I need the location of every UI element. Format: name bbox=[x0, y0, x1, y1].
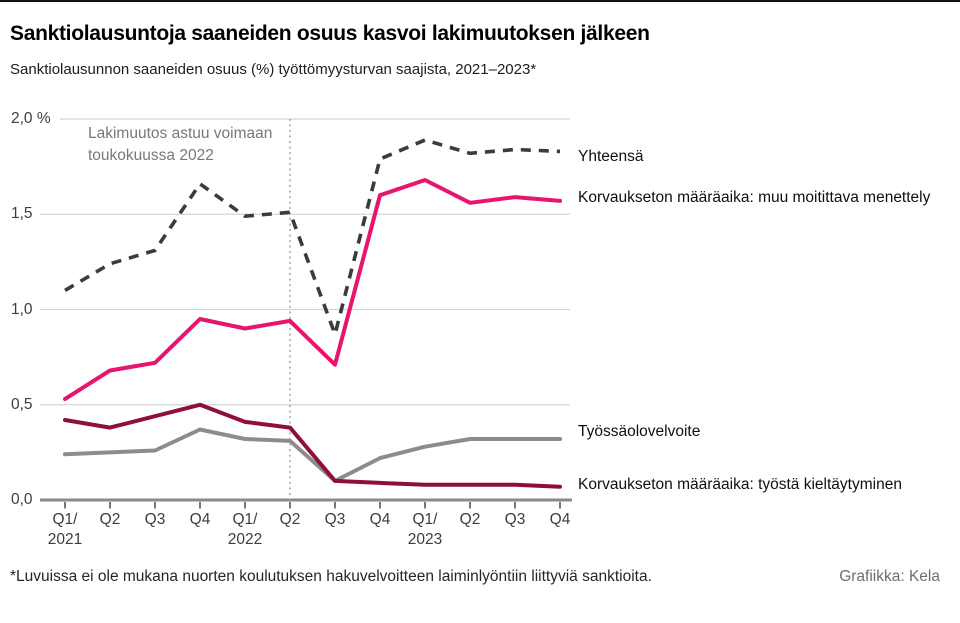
x-axis-label: Q4 bbox=[532, 510, 588, 530]
x-axis-quarter: Q1/ bbox=[412, 511, 438, 528]
x-axis-label: Q1/2021 bbox=[37, 510, 93, 550]
x-axis-quarter: Q1/ bbox=[232, 511, 258, 528]
chart-subtitle: Sanktiolausunnon saaneiden osuus (%) työ… bbox=[10, 61, 537, 78]
y-axis-label: 1,5 bbox=[11, 205, 33, 223]
y-axis-label: 0,0 bbox=[11, 491, 33, 508]
x-axis-quarter: Q2 bbox=[279, 511, 301, 528]
series-label-yhteensa: Yhteensä bbox=[578, 148, 644, 166]
x-axis-label: Q3 bbox=[487, 510, 543, 530]
series-line-muu-moitittava-menettely bbox=[63, 178, 562, 401]
x-axis-label: Q1/2023 bbox=[397, 510, 453, 550]
series-label-tyosta-kieltaytyminen: Korvaukseton määräaika: työstä kieltäyty… bbox=[578, 475, 902, 493]
x-axis-label: Q2 bbox=[82, 510, 138, 530]
x-axis-quarter: Q2 bbox=[99, 511, 121, 528]
x-axis-label: Q3 bbox=[307, 510, 363, 530]
chart-title: Sanktiolausuntoja saaneiden osuus kasvoi… bbox=[10, 22, 650, 45]
y-axis-label: 2,0 % bbox=[11, 110, 51, 127]
x-axis-quarter: Q3 bbox=[144, 511, 166, 528]
series-line-yhteensa bbox=[64, 138, 561, 341]
series-label-muu-moitittava-menettely: Korvaukseton määräaika: muu moitittava m… bbox=[578, 188, 931, 206]
series-line-tyosta-kieltaytyminen bbox=[63, 402, 562, 489]
y-axis-label: 0,5 bbox=[11, 395, 33, 413]
x-axis-quarter: Q3 bbox=[324, 511, 346, 528]
y-axis-label: 1,0 bbox=[11, 300, 33, 318]
x-axis-quarter: Q4 bbox=[369, 511, 391, 528]
x-axis-quarter: Q4 bbox=[189, 511, 211, 528]
x-axis-label: Q1/2022 bbox=[217, 510, 273, 550]
x-axis-year: 2023 bbox=[407, 531, 443, 548]
x-axis-label: Q2 bbox=[442, 510, 498, 530]
x-axis-label: Q2 bbox=[262, 510, 318, 530]
series-label-tyossaolovelvoite: Työssäolovelvoite bbox=[578, 423, 701, 441]
x-axis-label: Q3 bbox=[127, 510, 183, 530]
annotation-line-1: Lakimuutos astuu voimaan bbox=[88, 125, 273, 142]
x-axis-quarter: Q3 bbox=[504, 511, 526, 528]
footnote: *Luvuissa ei ole mukana nuorten koulutuk… bbox=[10, 568, 652, 585]
annotation-line-2: toukokuussa 2022 bbox=[88, 147, 214, 164]
x-axis-year: 2021 bbox=[47, 531, 83, 548]
x-axis-year: 2022 bbox=[227, 531, 263, 548]
x-axis-label: Q4 bbox=[172, 510, 228, 530]
x-axis-label: Q4 bbox=[352, 510, 408, 530]
x-axis-quarter: Q4 bbox=[549, 511, 571, 528]
x-axis-quarter: Q1/ bbox=[52, 511, 78, 528]
law-change-annotation: Lakimuutos astuu voimaan toukokuussa 202… bbox=[88, 123, 272, 167]
top-border bbox=[0, 0, 960, 2]
x-axis-quarter: Q2 bbox=[459, 511, 481, 528]
series-line-tyossaolovelvoite bbox=[63, 427, 562, 483]
credit: Grafiikka: Kela bbox=[839, 568, 940, 585]
